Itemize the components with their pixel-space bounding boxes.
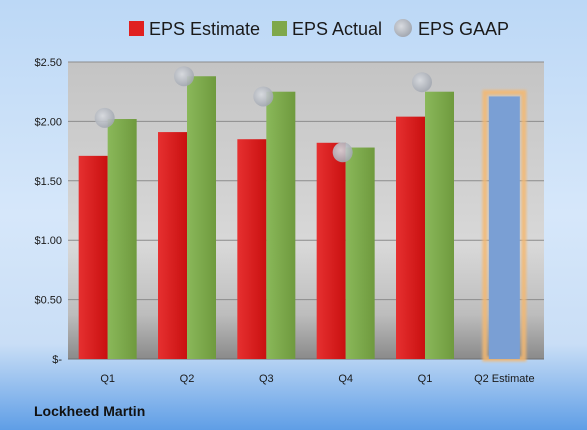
legend-swatch-eps-actual (272, 21, 287, 36)
y-tick-label: $1.00 (34, 235, 62, 247)
legend-label-eps-actual: EPS Actual (292, 19, 382, 39)
bar-q2-estimate (488, 96, 520, 360)
y-tick-label: $2.00 (34, 116, 62, 128)
x-tick-label: Q2 Estimate (474, 373, 535, 385)
bar-eps-estimate (78, 155, 108, 359)
bars (78, 76, 527, 362)
x-tick-label: Q2 (180, 373, 195, 385)
x-tick-label: Q1 (418, 373, 433, 385)
bar-eps-estimate (237, 139, 267, 359)
plot-area (68, 62, 544, 359)
legend-label-eps-gaap: EPS GAAP (418, 19, 509, 39)
y-tick-label: $1.50 (34, 176, 62, 188)
marker-eps-gaap (332, 142, 353, 163)
marker-eps-gaap (94, 107, 115, 128)
marker-eps-gaap (174, 66, 194, 87)
y-tick-label: $- (52, 354, 62, 366)
legend-label-eps-estimate: EPS Estimate (149, 19, 260, 39)
legend-swatch-eps-estimate (129, 21, 144, 36)
marker-eps-gaap (253, 86, 274, 107)
bar-eps-actual (187, 76, 216, 360)
bar-eps-actual (345, 147, 375, 359)
bar-eps-estimate (396, 116, 425, 359)
company-name: Lockheed Martin (34, 403, 145, 419)
x-axis: Q1 Q2 Q3 Q4 Q1 Q2 Estimate (100, 373, 534, 385)
bar-eps-estimate (316, 142, 346, 359)
bar-eps-estimate (158, 132, 187, 359)
bar-eps-actual (266, 91, 296, 359)
marker-eps-gaap (412, 72, 432, 93)
x-tick-label: Q1 (100, 373, 115, 385)
bar-eps-actual (425, 91, 454, 359)
gridlines (68, 61, 544, 360)
y-tick-label: $0.50 (34, 295, 62, 307)
legend: EPS Estimate EPS Actual EPS GAAP (129, 19, 509, 39)
gaap-markers (94, 66, 432, 163)
y-tick-label: $2.50 (34, 57, 62, 69)
y-axis: $- $0.50 $1.00 $1.50 $2.00 $2.50 (34, 57, 62, 366)
x-tick-label: Q4 (338, 373, 353, 385)
bar-eps-actual (107, 119, 137, 359)
x-tick-label: Q3 (259, 373, 274, 385)
legend-swatch-eps-gaap (394, 19, 412, 37)
